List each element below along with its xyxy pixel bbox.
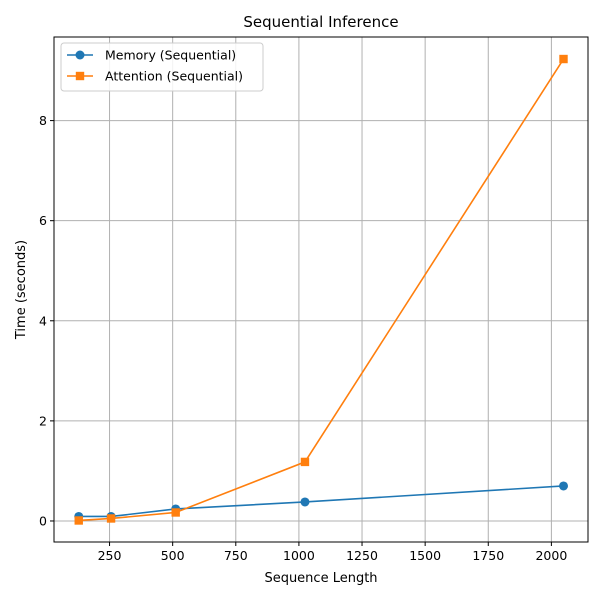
x-tick-label: 1250 [346,548,378,563]
y-tick-label: 2 [39,413,47,428]
axis-ticks: 250 500 750 1000 1250 1500 1750 2000 0 2 4 6 8 [39,113,567,563]
y-axis-label: Time (seconds) [14,240,29,340]
y-tick-label: 0 [39,513,47,528]
series-layer [74,54,569,525]
x-tick-label: 1500 [409,548,441,563]
grid [54,37,588,542]
x-tick-label: 1000 [283,548,315,563]
y-tick-label: 6 [39,213,47,228]
series-line [78,485,564,518]
legend-marker [75,50,85,60]
legend: Memory (Sequential) Attention (Sequential… [60,42,264,92]
data-point [300,457,310,467]
data-point [559,54,568,64]
legend-box [60,42,264,92]
x-tick-label: 500 [161,548,185,563]
x-tick-label: 750 [224,548,248,563]
legend-item: Memory (Sequential) [67,48,236,63]
y-tick-label: 4 [39,313,47,328]
legend-label: Attention (Sequential) [105,69,243,84]
x-axis-label: Sequence Length [264,571,377,586]
data-point [74,516,83,525]
legend-item: Attention (Sequential) [67,69,243,84]
data-point [559,481,569,491]
y-tick-label: 8 [39,113,47,128]
series-line [78,58,565,522]
x-tick-label: 1750 [472,548,504,563]
chart-title: Sequential Inference [243,13,398,31]
data-point [106,514,116,523]
data-point [300,497,310,507]
plot-frame [53,36,589,543]
data-point [171,508,180,517]
legend-label: Memory (Sequential) [105,48,236,63]
x-tick-label: 250 [98,548,122,563]
x-tick-label: 2000 [535,548,567,563]
legend-marker [75,71,85,81]
series-1 [74,54,568,525]
